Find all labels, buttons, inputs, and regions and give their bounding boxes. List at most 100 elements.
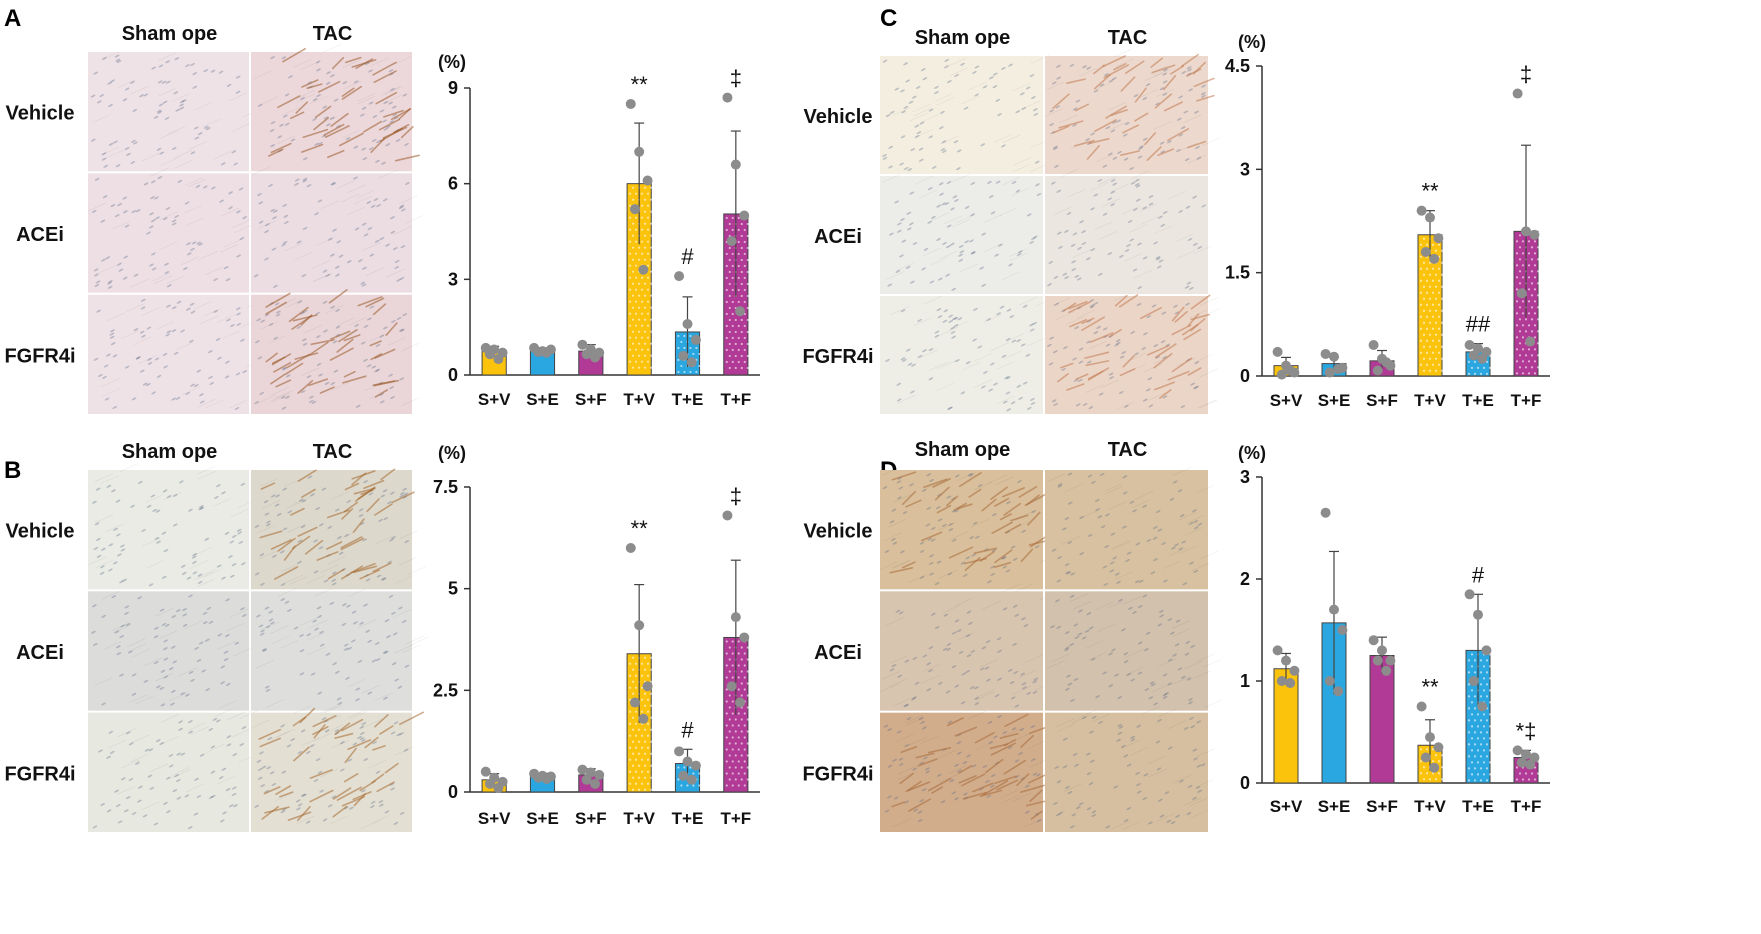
micrograph-image <box>880 55 1050 174</box>
column-title: TAC <box>313 23 353 45</box>
data-point <box>1372 655 1383 666</box>
data-point <box>541 773 552 784</box>
panel-a: A Sham ope TAC Vehicle ACEi FGFR4i (%) 0 3 6 9 S+V S… <box>4 5 760 414</box>
data-point <box>634 620 645 631</box>
data-point <box>484 349 495 360</box>
panel-c: C Sham ope TAC Vehicle ACEi FGFR4i (%) 0 1.5 3 4.5… <box>802 5 1550 414</box>
data-point <box>674 746 685 757</box>
data-point <box>493 782 504 793</box>
column-title: Sham ope <box>122 441 218 463</box>
y-tick-label: 9 <box>448 78 458 98</box>
row-label: ACEi <box>814 642 862 664</box>
data-point <box>581 774 592 785</box>
panel-letter: B <box>4 457 21 484</box>
x-category-label: T+F <box>1511 797 1542 816</box>
data-point <box>533 772 544 783</box>
bar-chart-d: (%) 0 1 2 3 S+V S+E S+F T+V ** T+E # T+F *‡ <box>1238 443 1550 816</box>
data-point <box>629 697 640 708</box>
micrograph-image <box>88 51 261 172</box>
data-point <box>590 778 601 789</box>
data-point <box>1477 701 1488 712</box>
x-category-label: S+F <box>1366 391 1398 410</box>
significance-marker: ** <box>1421 675 1439 700</box>
column-title: Sham ope <box>915 439 1011 461</box>
data-point <box>1521 226 1531 237</box>
significance-marker: ‡ <box>1520 62 1532 87</box>
data-point <box>1337 625 1348 635</box>
data-point <box>726 236 737 247</box>
micrograph-image <box>880 583 1059 711</box>
data-point <box>629 204 640 215</box>
data-point <box>1433 233 1444 244</box>
micrograph-image <box>879 466 1059 590</box>
significance-marker: ** <box>1421 179 1439 204</box>
column-title: Sham ope <box>915 27 1011 49</box>
data-point <box>1329 351 1339 362</box>
data-point <box>1521 749 1531 760</box>
significance-marker: ** <box>631 72 649 97</box>
x-category-label: T+V <box>1414 797 1446 816</box>
bar-pattern <box>1419 237 1444 372</box>
data-point <box>1377 645 1387 656</box>
y-axis-unit: (%) <box>1238 32 1266 52</box>
data-point <box>722 92 733 103</box>
y-tick-label: 2.5 <box>433 680 458 700</box>
data-point <box>1285 678 1296 689</box>
data-point <box>634 146 645 157</box>
y-tick-label: 0 <box>1240 773 1250 793</box>
column-title: TAC <box>1108 27 1148 49</box>
row-label: Vehicle <box>6 103 75 125</box>
data-point <box>541 347 552 358</box>
panel-b: B Sham ope TAC Vehicle ACEi FGFR4i (%) 0 2.5 5 7.5… <box>4 441 760 832</box>
data-point <box>1324 676 1335 686</box>
data-point <box>1320 507 1331 518</box>
data-point <box>726 681 737 692</box>
x-category-label: T+V <box>623 809 655 828</box>
y-tick-label: 4.5 <box>1225 56 1250 76</box>
x-category-label: T+F <box>720 809 751 828</box>
significance-marker: # <box>1472 562 1485 587</box>
micrograph-image <box>880 173 1043 294</box>
micrograph-image <box>251 288 420 414</box>
micrograph-image <box>251 468 427 590</box>
data-point <box>1516 757 1527 768</box>
data-point <box>1429 762 1440 773</box>
data-point <box>625 543 636 553</box>
bar-chart-c: (%) 0 1.5 3 4.5 S+V S+E S+F T+V ** T+E ## T+F ‡ <box>1225 32 1550 410</box>
data-point <box>533 347 544 358</box>
data-point <box>735 697 746 708</box>
y-axis-unit: (%) <box>438 443 466 463</box>
x-category-label: T+E <box>1462 797 1494 816</box>
micrograph-image <box>88 591 251 711</box>
bar <box>1273 668 1299 784</box>
micrograph-image <box>880 295 1054 414</box>
y-tick-label: 3 <box>1240 159 1250 179</box>
data-point <box>1289 665 1300 676</box>
y-tick-label: 0 <box>448 782 458 802</box>
panel-d: DSham opeTACVehicleACEiFGFR4i(%)0123S+VS… <box>802 439 1550 832</box>
micrograph-image <box>251 704 425 832</box>
row-label: Vehicle <box>804 106 873 128</box>
y-axis-unit: (%) <box>438 52 466 72</box>
x-category-label: T+F <box>720 390 751 409</box>
row-label: Vehicle <box>804 521 873 543</box>
row-label: FGFR4i <box>4 763 75 785</box>
row-label: ACEi <box>16 224 64 246</box>
data-point <box>739 632 750 643</box>
data-point <box>690 760 701 771</box>
x-category-label: S+E <box>526 809 559 828</box>
data-point <box>1368 635 1379 646</box>
data-point <box>493 354 504 365</box>
significance-marker: ## <box>1466 312 1491 337</box>
data-point <box>1477 353 1488 364</box>
data-point <box>1281 655 1291 666</box>
micrograph-image <box>88 294 265 414</box>
data-point <box>594 769 605 780</box>
data-point <box>1272 645 1283 656</box>
data-point <box>682 318 693 329</box>
data-point <box>1425 212 1435 223</box>
x-category-label: T+V <box>1414 391 1446 410</box>
data-point <box>577 339 588 350</box>
data-point <box>1272 346 1283 357</box>
row-label: FGFR4i <box>4 345 75 367</box>
